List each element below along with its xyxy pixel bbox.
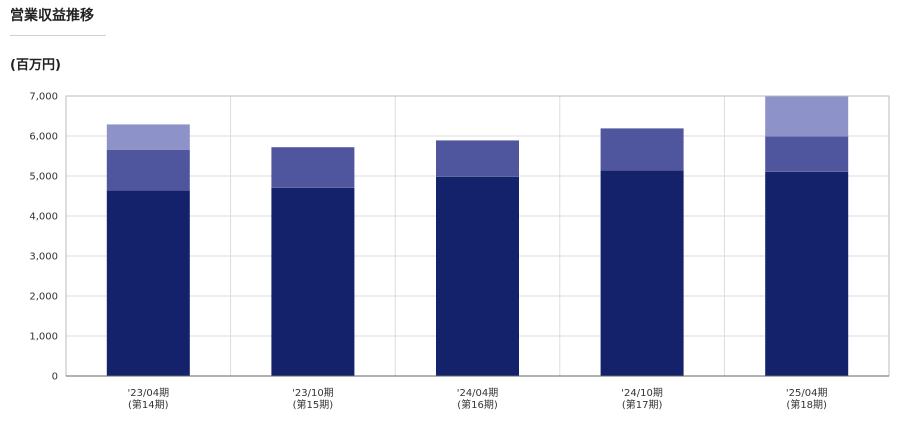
bar-segment <box>600 128 684 170</box>
bar-segment <box>106 124 190 150</box>
y-tick-label: 0 <box>52 372 58 383</box>
x-tick-label: '23/10期(第15期) <box>292 387 334 411</box>
y-tick-label: 4,000 <box>29 212 58 223</box>
bar-segment <box>271 147 355 188</box>
y-tick-label: 2,000 <box>29 292 58 303</box>
x-tick-label: '23/04期(第14期) <box>128 387 170 411</box>
chart-title: 営業収益推移 <box>10 8 94 24</box>
bar-segment <box>436 140 519 177</box>
bar-segment <box>600 170 684 376</box>
x-tick-label: '25/04期(第18期) <box>786 387 828 411</box>
x-tick-label: '24/04期(第16期) <box>457 387 499 411</box>
bar-segment <box>765 171 849 376</box>
bar-segment <box>765 136 849 172</box>
y-tick-label: 1,000 <box>29 332 58 343</box>
bar-segment <box>436 176 519 376</box>
y-tick-label: 7,000 <box>29 92 58 103</box>
y-tick-label: 6,000 <box>29 132 58 143</box>
y-tick-label: 5,000 <box>29 172 58 183</box>
bar-segment <box>765 96 849 136</box>
title-divider <box>10 35 106 36</box>
unit-label: (百万円) <box>10 58 61 73</box>
bar-segment <box>271 187 355 376</box>
bar-segment <box>106 190 190 376</box>
bar-segment <box>106 149 190 190</box>
x-tick-label: '24/10期(第17期) <box>621 387 663 411</box>
y-tick-label: 3,000 <box>29 252 58 263</box>
